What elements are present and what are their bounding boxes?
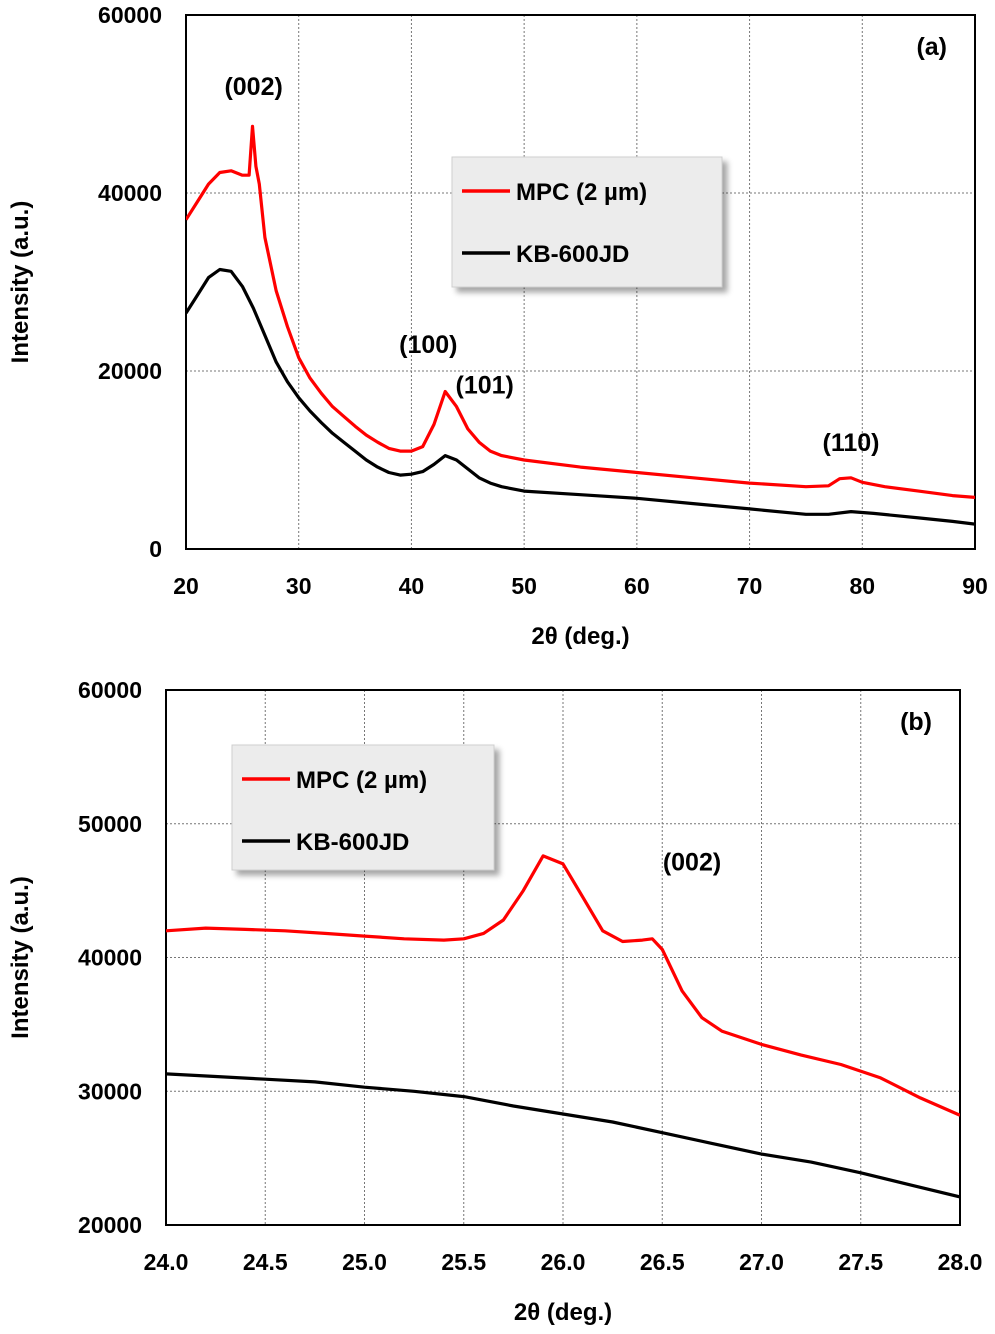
y-tick-label: 60000 — [98, 2, 162, 28]
y-tick-label: 40000 — [98, 180, 162, 206]
series-line — [186, 267, 975, 526]
legend-label: KB-600JD — [516, 241, 629, 268]
legend-label: KB-600JD — [296, 829, 409, 856]
y-tick-label: 30000 — [78, 1078, 142, 1104]
series-line — [166, 1072, 960, 1199]
x-tick-label: 26.0 — [541, 1249, 586, 1275]
legend-label: MPC (2 µm) — [516, 179, 647, 206]
panel-a: 20 30 40 50 60 70 80 90 0 20000 40000 60000 2θ (deg.… — [7, 2, 988, 650]
x-tick-label: 70 — [737, 573, 763, 599]
x-tick-label: 24.0 — [144, 1249, 189, 1275]
legend-box — [231, 744, 495, 871]
x-tick-label: 50 — [511, 573, 537, 599]
x-tick-label: 24.5 — [243, 1249, 288, 1275]
plot-frame — [185, 14, 976, 550]
y-axis-label: Intensity (a.u.) — [7, 876, 34, 1039]
peak-annotation: (110) — [823, 429, 880, 457]
x-tick-label: 26.5 — [640, 1249, 685, 1275]
legend-label: MPC (2 µm) — [296, 767, 427, 794]
x-tick-label: 60 — [624, 573, 650, 599]
peak-annotation: (002) — [224, 73, 282, 101]
y-tick-label: 20000 — [78, 1212, 142, 1238]
x-tick-label: 80 — [849, 573, 875, 599]
x-tick-label: 40 — [399, 573, 425, 599]
x-tick-label: 25.0 — [342, 1249, 387, 1275]
y-axis-label: Intensity (a.u.) — [7, 201, 34, 364]
y-tick-label: 60000 — [78, 677, 142, 703]
peak-annotation: (002) — [663, 849, 721, 877]
x-tick-label: 90 — [962, 573, 988, 599]
x-tick-label: 30 — [286, 573, 312, 599]
x-tick-label: 27.0 — [739, 1249, 784, 1275]
x-tick-label: 20 — [173, 573, 199, 599]
legend: MPC (2 µm) KB-600JD — [231, 744, 495, 871]
plot-frame — [165, 689, 961, 1226]
x-tick-label: 27.5 — [838, 1249, 883, 1275]
x-tick-label: 25.5 — [441, 1249, 486, 1275]
panel-label: (a) — [916, 33, 947, 61]
y-tick-label: 40000 — [78, 945, 142, 971]
y-tick-label: 50000 — [78, 811, 142, 837]
x-axis-label: 2θ (deg.) — [531, 623, 629, 650]
y-tick-label: 0 — [149, 536, 162, 562]
x-tick-label: 28.0 — [938, 1249, 983, 1275]
peak-annotation: (101) — [456, 371, 514, 399]
legend-box — [451, 156, 723, 288]
peak-annotation: (100) — [399, 331, 457, 359]
x-axis-label: 2θ (deg.) — [514, 1299, 612, 1326]
legend: MPC (2 µm) KB-600JD — [451, 156, 723, 288]
series-line — [166, 854, 960, 1117]
panel-label: (b) — [900, 708, 932, 736]
y-tick-label: 20000 — [98, 358, 162, 384]
series-line — [186, 124, 975, 499]
panel-b: 24.0 24.5 25.0 25.5 26.0 26.5 27.0 27.5 28.0 2000… — [7, 677, 982, 1326]
